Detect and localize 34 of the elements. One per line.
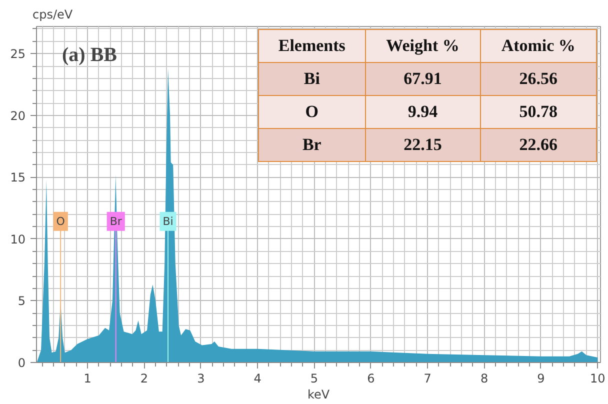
annotation: 26.56 — [480, 62, 596, 96]
annotation: Elements — [258, 30, 366, 62]
annotation: 67.91 — [365, 62, 480, 96]
y-tick-label: 0 — [18, 356, 26, 370]
y-axis-title: cps/eV — [32, 8, 74, 22]
x-tick-label: 1 — [84, 372, 92, 386]
annotation: 50.78 — [480, 96, 596, 128]
y-tick-label: 5 — [18, 294, 26, 308]
ref-line-label: Br — [110, 214, 122, 228]
annotation: 22.15 — [365, 128, 480, 162]
y-tick-label: 25 — [10, 47, 26, 62]
y-tick-label: 10 — [10, 232, 26, 246]
x-tick-label: 3 — [197, 372, 205, 386]
x-tick-label: 2 — [140, 372, 148, 386]
ref-line-label: Bi — [162, 214, 174, 228]
x-axis-title: keV — [307, 388, 330, 402]
x-tick-label: 6 — [367, 372, 375, 386]
annotation: 22.66 — [480, 128, 596, 162]
x-tick-label: 9 — [537, 372, 545, 386]
y-tick-label: 15 — [10, 170, 26, 185]
annotation: Weight % — [365, 30, 480, 62]
x-tick-label: 8 — [480, 372, 488, 386]
annotation: Bi — [258, 62, 366, 96]
annotation: O — [258, 96, 366, 128]
x-tick-label: 4 — [254, 372, 262, 386]
x-tick-label: 10 — [590, 372, 606, 386]
annotation: 9.94 — [365, 96, 480, 128]
x-tick-label: 5 — [310, 372, 318, 386]
ref-line-label: O — [56, 214, 66, 228]
annotation: Br — [258, 128, 366, 162]
text: (a) BB — [62, 44, 118, 66]
annotation: Atomic % — [480, 30, 596, 62]
x-tick-label: 7 — [424, 372, 432, 386]
y-tick-label: 20 — [10, 108, 26, 123]
